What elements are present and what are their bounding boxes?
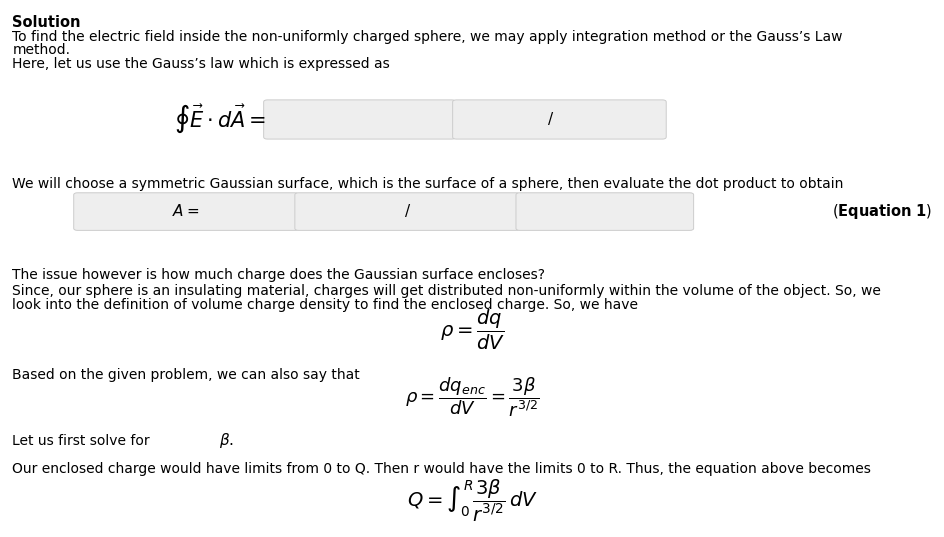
Text: $A =$: $A =$ — [173, 203, 199, 219]
Text: method.: method. — [12, 43, 70, 57]
Text: /: / — [404, 204, 410, 219]
Text: $\rho = \dfrac{dq}{dV}$: $\rho = \dfrac{dq}{dV}$ — [440, 308, 504, 352]
Text: ($\bf{Equation\ 1}$): ($\bf{Equation\ 1}$) — [832, 201, 932, 221]
Text: The issue however is how much charge does the Gaussian surface encloses?: The issue however is how much charge doe… — [12, 268, 545, 282]
Text: Our enclosed charge would have limits from 0 to Q. Then r would have the limits : Our enclosed charge would have limits fr… — [12, 462, 870, 476]
Text: /: / — [548, 112, 553, 127]
Text: look into the definition of volume charge density to find the enclosed charge. S: look into the definition of volume charg… — [12, 298, 637, 312]
Text: Let us first solve for: Let us first solve for — [12, 434, 150, 448]
FancyBboxPatch shape — [452, 100, 666, 139]
Text: To find the electric field inside the non-uniformly charged sphere, we may apply: To find the electric field inside the no… — [12, 30, 842, 43]
Text: Based on the given problem, we can also say that: Based on the given problem, we can also … — [12, 368, 360, 382]
FancyBboxPatch shape — [515, 193, 693, 230]
Text: Since, our sphere is an insulating material, charges will get distributed non-un: Since, our sphere is an insulating mater… — [12, 284, 880, 297]
Text: $\oint \vec{E} \cdot d\vec{A} =$: $\oint \vec{E} \cdot d\vec{A} =$ — [174, 103, 266, 135]
Text: Here, let us use the Gauss’s law which is expressed as: Here, let us use the Gauss’s law which i… — [12, 57, 390, 71]
Text: $\beta.$: $\beta.$ — [219, 431, 234, 449]
FancyBboxPatch shape — [74, 193, 298, 230]
Text: Solution: Solution — [12, 15, 80, 30]
Text: We will choose a symmetric Gaussian surface, which is the surface of a sphere, t: We will choose a symmetric Gaussian surf… — [12, 177, 843, 191]
FancyBboxPatch shape — [295, 193, 519, 230]
Text: $\rho = \dfrac{dq_{enc}}{dV} = \dfrac{3\beta}{r^{3/2}}$: $\rho = \dfrac{dq_{enc}}{dV} = \dfrac{3\… — [405, 375, 539, 419]
FancyBboxPatch shape — [263, 100, 455, 139]
Text: $Q = \int_0^R \dfrac{3\beta}{r^{3/2}}\, dV$: $Q = \int_0^R \dfrac{3\beta}{r^{3/2}}\, … — [407, 477, 537, 524]
